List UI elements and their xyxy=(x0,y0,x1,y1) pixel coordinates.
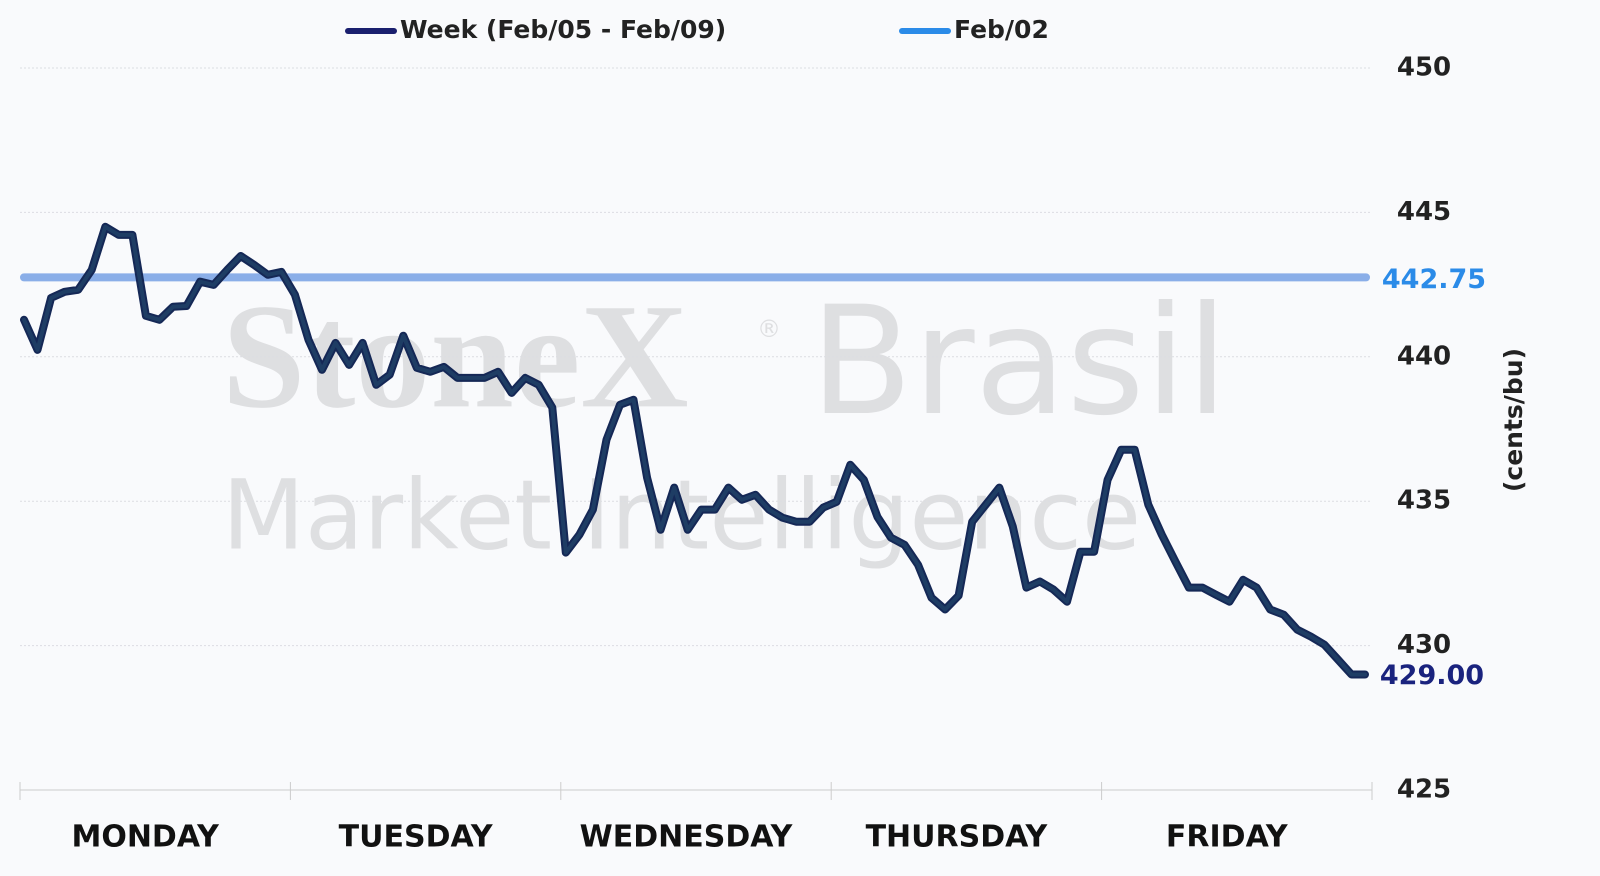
y-tick-label: 430 xyxy=(1397,630,1451,660)
y-tick-label: 445 xyxy=(1397,197,1451,227)
x-tick-label: THURSDAY xyxy=(866,820,1049,855)
y-tick-label: 450 xyxy=(1397,53,1451,83)
legend-label: Feb/02 xyxy=(954,15,1049,44)
y-tick-label: 440 xyxy=(1397,341,1451,371)
watermark-mark: ® xyxy=(757,315,781,343)
x-tick-label: WEDNESDAY xyxy=(580,820,794,855)
end-label: 429.00 xyxy=(1380,660,1484,691)
series-line-highlight xyxy=(22,224,1367,677)
legend-label: Week (Feb/05 - Feb/09) xyxy=(400,15,726,44)
y-axis-label: (cents/bu) xyxy=(1499,348,1528,492)
value-label: 442.75 xyxy=(1382,264,1486,295)
watermark-region: Brasil xyxy=(810,275,1228,449)
y-tick-label: 425 xyxy=(1397,775,1451,805)
x-tick-label: FRIDAY xyxy=(1166,820,1289,855)
x-tick-label: TUESDAY xyxy=(339,820,494,855)
x-tick-label: MONDAY xyxy=(71,820,220,855)
watermark: StoneX ® Brasil Market Intelligence xyxy=(222,273,1228,571)
y-tick-label: 435 xyxy=(1397,486,1451,516)
